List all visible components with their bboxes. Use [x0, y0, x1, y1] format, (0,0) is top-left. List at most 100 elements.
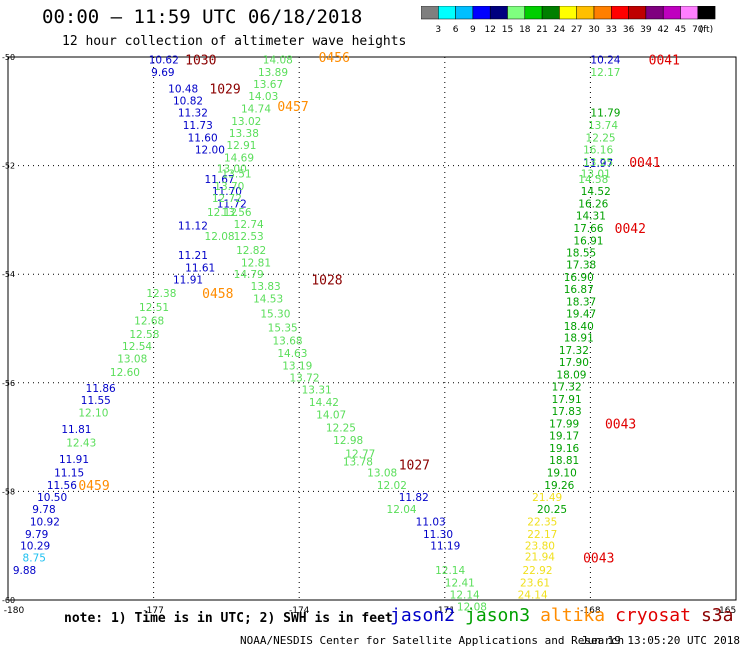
wave-height-label: 11.82 [399, 492, 429, 504]
wave-height-label: 12.91 [226, 140, 256, 152]
wave-height-label: 11.56 [47, 480, 77, 492]
wave-height-label: 13.51 [222, 169, 252, 181]
pass-time-label: 0459 [78, 479, 109, 494]
wave-height-label: 13.68 [273, 335, 303, 347]
wave-height-label: 14.03 [248, 91, 278, 103]
wave-height-label: 18.40 [564, 321, 594, 333]
wave-height-label: 17.83 [552, 406, 582, 418]
wave-height-label: 19.16 [549, 443, 579, 455]
wave-height-label: 14.53 [253, 294, 283, 306]
wave-height-label: 13.00 [217, 163, 247, 175]
wave-height-label: 16.16 [583, 144, 613, 156]
wave-height-label: 11.81 [61, 424, 91, 436]
colorbar-label: 33 [606, 25, 617, 35]
wave-height-label: 14.69 [224, 152, 254, 164]
wave-height-label: 12.12 [207, 207, 237, 219]
colorbar-label: 24 [554, 25, 566, 35]
wave-height-label: 12.25 [586, 132, 616, 144]
wave-height-label: 14.74 [241, 104, 271, 116]
wave-height-label: 17.90 [559, 357, 589, 369]
legend-item: jason3 [465, 605, 531, 626]
pass-time-label: 0043 [583, 552, 614, 567]
wave-height-label: 12.98 [333, 435, 363, 447]
wave-height-label: 12.25 [326, 422, 356, 434]
wave-height-label: 14.63 [277, 348, 307, 360]
wave-height-label: 19.10 [547, 467, 577, 479]
wave-height-label: 17.66 [573, 223, 603, 235]
wave-height-label: 22.92 [522, 565, 552, 577]
wave-height-label: 12.53 [234, 231, 264, 243]
wave-height-label: 12.14 [435, 565, 465, 577]
wave-height-label: 11.15 [54, 467, 84, 479]
wave-height-label: 13.02 [231, 116, 261, 128]
wave-height-label: 12.72 [212, 193, 242, 205]
y-tick-label: -52 [2, 162, 15, 171]
wave-height-label: 9.79 [25, 529, 48, 541]
wave-height-label: 10.82 [173, 95, 203, 107]
legend-item: s3a [700, 605, 734, 626]
wave-height-label: 23.61 [520, 578, 550, 590]
color-scale-bar: 3 6 9 12 15 18 21 24 27 30 33 36 39 42 45 70(ft) [421, 6, 716, 35]
colorbar-swatch [697, 6, 716, 20]
colorbar-label: 21 [536, 25, 547, 35]
wave-height-label: 15.35 [268, 322, 298, 334]
wave-height-label: 11.19 [430, 541, 460, 553]
wave-height-label: 14.31 [576, 211, 606, 223]
wave-height-label: 24.14 [518, 590, 548, 602]
wave-height-label: 12.38 [146, 288, 176, 300]
wave-height-label: 13.56 [222, 207, 252, 219]
wave-height-label: 18.81 [549, 455, 579, 467]
wave-height-label: 11.67 [205, 174, 235, 186]
wave-height-label: 10.24 [590, 55, 620, 67]
wave-height-label: 17.99 [549, 419, 579, 431]
x-tick-label: -165 [716, 606, 736, 616]
wave-height-label: 11.70 [212, 186, 242, 198]
colorbar-unit: (ft) [700, 25, 714, 35]
wave-height-label: 12.00 [195, 144, 225, 156]
wave-height-label: 12.17 [590, 67, 620, 79]
wave-height-label: 13.83 [251, 281, 281, 293]
wave-height-label: 12.68 [134, 315, 164, 327]
wave-height-label: 22.17 [527, 529, 557, 541]
legend-item: cryosat [615, 605, 691, 626]
wave-height-label: 12.77 [345, 448, 375, 460]
wave-height-label: 17.32 [559, 345, 589, 357]
y-tick-label: -56 [2, 379, 15, 388]
wave-height-label: 13.67 [253, 79, 283, 91]
wave-height-label: 12.43 [66, 438, 96, 450]
wave-height-label: 12.81 [241, 257, 271, 269]
wave-height-label: 11.21 [178, 250, 208, 262]
wave-height-label: 11.73 [183, 120, 213, 132]
y-tick-label: -60 [2, 596, 15, 605]
wave-height-label: 21.94 [525, 552, 555, 564]
wave-height-label: 9.88 [13, 565, 36, 577]
wave-height-label: 13.01 [581, 169, 611, 181]
wave-height-label: 20.25 [537, 504, 567, 516]
wave-height-label: 12.60 [110, 367, 140, 379]
colorbar-label: 6 [453, 25, 459, 35]
wave-height-label: 14.52 [581, 186, 611, 198]
x-tick-label: -177 [143, 606, 163, 616]
wave-height-label: 11.55 [81, 395, 111, 407]
wave-height-label: 16.90 [564, 272, 594, 284]
wave-height-label: 12.10 [78, 408, 108, 420]
wave-height-label: 23.80 [525, 541, 555, 553]
wave-height-label: 22.35 [527, 516, 557, 528]
wave-height-label: 11.91 [59, 454, 89, 466]
wave-height-label: 10.48 [168, 83, 198, 95]
colorbar-label: 30 [588, 25, 600, 35]
chart-title: 00:00 – 11:59 UTC 06/18/2018 [42, 6, 363, 28]
wave-height-label: 17.38 [566, 259, 596, 271]
wave-height-label: 14.08 [263, 55, 293, 67]
pass-time-label: 0456 [319, 51, 350, 66]
pass-time-label: 0043 [605, 418, 636, 433]
wave-height-label: 16.26 [578, 199, 608, 211]
x-tick-label: -171 [435, 606, 455, 616]
colorbar-label: 15 [502, 25, 513, 35]
footnote: note: 1) Time is in UTC; 2) SWH is in fe… [64, 611, 393, 626]
colorbar-label: 36 [623, 25, 635, 35]
wave-height-label: 12.14 [450, 590, 480, 602]
wave-height-label: 12.74 [234, 219, 264, 231]
pass-time-label: 1030 [185, 54, 216, 69]
wave-height-label: 9.69 [151, 67, 174, 79]
